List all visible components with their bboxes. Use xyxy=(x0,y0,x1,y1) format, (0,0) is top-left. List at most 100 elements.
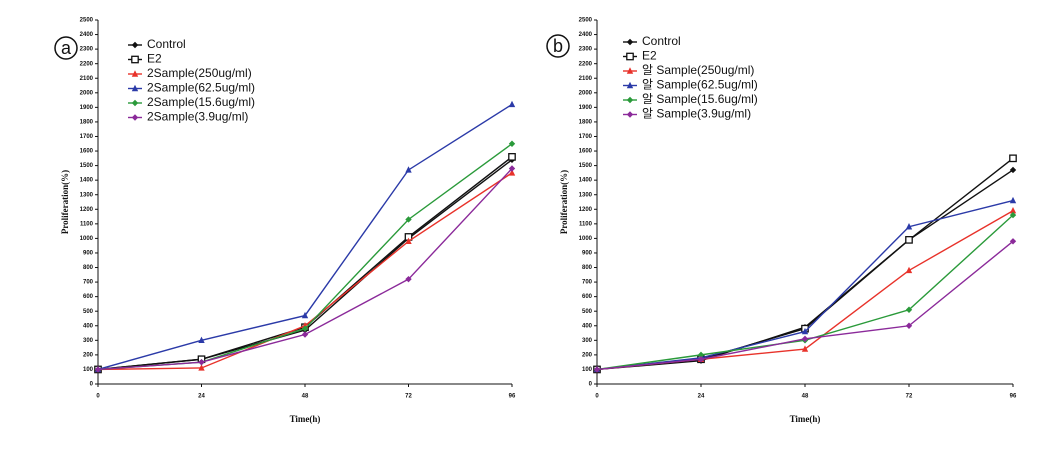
x-tick-label: 0 xyxy=(595,394,599,400)
point xyxy=(905,236,913,244)
y-tick-label: 1300 xyxy=(80,192,94,198)
y-tick-label: 1100 xyxy=(579,221,593,227)
x-tick-label: 0 xyxy=(96,394,100,400)
y-tick-label: 500 xyxy=(83,309,94,315)
legend-label: E2 xyxy=(147,52,162,66)
legend-marker xyxy=(626,52,634,61)
x-tick-label: 72 xyxy=(405,394,412,400)
x-tick-label: 24 xyxy=(198,394,205,400)
y-tick-label: 800 xyxy=(582,265,593,271)
legend-marker xyxy=(131,70,139,77)
series-line xyxy=(596,199,1014,371)
y-tick-label: 100 xyxy=(582,367,593,373)
y-tick-label: 900 xyxy=(582,251,593,257)
y-tick-label: 2300 xyxy=(579,47,593,53)
point xyxy=(1009,211,1017,219)
point xyxy=(405,216,412,223)
legend-marker xyxy=(626,111,634,118)
point xyxy=(508,153,516,161)
point xyxy=(301,325,309,332)
point xyxy=(905,223,913,230)
point xyxy=(593,366,601,373)
point xyxy=(405,166,412,173)
legend-marker xyxy=(626,96,634,104)
x-tick-label: 96 xyxy=(1010,394,1017,400)
y-tick-label: 800 xyxy=(83,265,94,271)
y-tick-label: 2500 xyxy=(80,18,94,24)
point xyxy=(801,327,809,335)
point xyxy=(198,364,205,371)
point xyxy=(198,336,205,344)
x-tick-label: 48 xyxy=(802,394,809,400)
legend-label: 2Sample(3.9ug/ml) xyxy=(147,110,248,124)
point xyxy=(198,358,205,366)
y-tick-label: 0 xyxy=(589,382,593,388)
panel-badge xyxy=(546,34,570,58)
series-line xyxy=(97,172,513,371)
legend-label: E2 xyxy=(642,49,657,63)
point xyxy=(801,345,809,352)
point xyxy=(508,165,516,172)
point xyxy=(405,237,412,245)
point xyxy=(697,356,705,363)
y-tick-label: 1200 xyxy=(80,207,94,213)
y-tick-label: 2200 xyxy=(579,61,593,67)
y-tick-label: 400 xyxy=(83,323,94,329)
y-tick-label: 1700 xyxy=(579,134,593,140)
point xyxy=(94,366,102,373)
legend-label: 알 Sample(15.6ug/ml) xyxy=(642,92,758,106)
y-tick-label: 1400 xyxy=(80,178,94,184)
y-tick-label: 600 xyxy=(83,294,94,300)
point xyxy=(801,335,809,343)
legend-marker xyxy=(626,38,634,46)
legend-marker xyxy=(131,41,139,49)
y-tick-label: 2100 xyxy=(80,76,94,82)
y-tick-label: 2400 xyxy=(80,32,94,38)
legend-marker xyxy=(131,114,139,121)
y-tick-label: 1800 xyxy=(579,119,593,125)
point xyxy=(905,266,913,274)
y-tick-label: 1400 xyxy=(579,178,593,184)
point xyxy=(508,140,516,147)
x-axis-label: Time(h) xyxy=(290,414,321,424)
panel-label: b xyxy=(553,36,563,56)
y-tick-label: 1000 xyxy=(80,236,94,242)
legend-marker xyxy=(626,67,634,74)
legend-marker xyxy=(131,55,139,64)
point xyxy=(405,275,412,283)
legend-label: 알 Sample(250ug/ml) xyxy=(642,63,754,77)
point xyxy=(1009,207,1017,214)
y-tick-label: 1500 xyxy=(579,163,593,169)
point xyxy=(301,331,309,338)
point xyxy=(1009,196,1017,204)
point xyxy=(301,311,309,319)
legend-marker xyxy=(131,84,139,92)
point xyxy=(905,322,913,329)
y-tick-label: 2000 xyxy=(80,90,94,96)
y-tick-label: 300 xyxy=(83,338,94,344)
series-line xyxy=(97,159,513,371)
y-tick-label: 1900 xyxy=(579,105,593,111)
y-tick-label: 2000 xyxy=(579,90,593,96)
legend-label: 2Sample(62.5ug/ml) xyxy=(147,81,255,95)
y-tick-label: 1000 xyxy=(579,236,593,242)
y-tick-label: 1900 xyxy=(80,105,94,111)
y-tick-label: 300 xyxy=(582,338,593,344)
y-tick-label: 400 xyxy=(582,323,593,329)
x-axis-label: Time(h) xyxy=(790,414,821,424)
point xyxy=(697,351,705,359)
y-tick-label: 900 xyxy=(83,251,94,257)
y-tick-label: 1700 xyxy=(80,134,94,140)
y-tick-label: 200 xyxy=(83,352,94,358)
legend-marker xyxy=(626,81,634,89)
panel-badge xyxy=(54,36,78,60)
y-tick-label: 2200 xyxy=(80,61,94,67)
point xyxy=(1009,238,1017,245)
legend-label: 알 Sample(3.9ug/ml) xyxy=(642,107,751,121)
legend-label: 2Sample(250ug/ml) xyxy=(147,66,252,80)
point xyxy=(508,100,516,108)
point xyxy=(508,169,516,176)
y-tick-label: 1800 xyxy=(80,119,94,125)
